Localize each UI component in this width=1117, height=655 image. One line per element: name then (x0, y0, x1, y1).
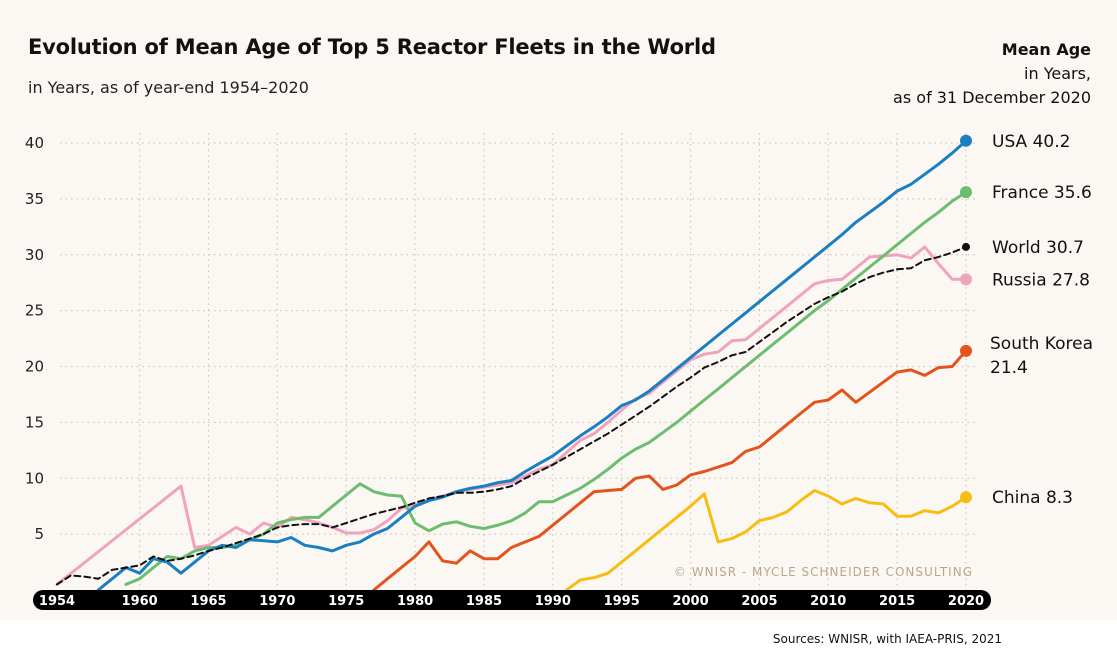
x-tick-2005: 2005 (741, 594, 777, 609)
x-axis-band (33, 590, 991, 610)
x-tick-1970: 1970 (259, 594, 295, 609)
series-line-usa (96, 139, 968, 592)
footer-band (0, 620, 1117, 655)
series-line-world (56, 245, 967, 586)
y-tick-15: 15 (25, 413, 44, 431)
y-tick-5: 5 (34, 525, 44, 543)
mean-age-title: Mean Age (1001, 40, 1091, 59)
y-tick-10: 10 (25, 469, 44, 487)
x-tick-2015: 2015 (879, 594, 915, 609)
x-tick-2020: 2020 (948, 594, 984, 609)
x-tick-1960: 1960 (122, 594, 158, 609)
series-label-france: France 35.6 (992, 183, 1092, 203)
y-tick-25: 25 (25, 302, 44, 320)
x-tick-1975: 1975 (328, 594, 364, 609)
series-line-china (565, 489, 968, 592)
series-end-labels: USA 40.2 France 35.6 World 30.7 Russia 27.8… (990, 132, 1093, 508)
mean-age-header: Mean Age in Years, as of 31 December 202… (893, 38, 1091, 110)
mean-age-date: as of 31 December 2020 (893, 88, 1091, 107)
series-line-south-korea (372, 349, 968, 592)
x-tick-1990: 1990 (535, 594, 571, 609)
series-line-france (124, 190, 968, 586)
series-end-point-russia (960, 273, 972, 286)
series-end-point-china (960, 491, 972, 504)
x-tick-1995: 1995 (604, 594, 640, 609)
x-tick-2000: 2000 (672, 594, 708, 609)
series-label-value-south-korea: 21.4 (990, 358, 1028, 378)
y-tick-35: 35 (25, 190, 44, 208)
x-axis-ticks: 1954 1960 1965 1970 1975 1980 1985 1990 1995 2000… (39, 594, 984, 609)
y-axis-ticks: 5 10 15 20 25 30 35 40 (25, 134, 44, 543)
x-tick-2010: 2010 (810, 594, 846, 609)
watermark: © WNISR - MYCLE SCHNEIDER CONSULTING (674, 565, 973, 579)
x-tick-1980: 1980 (397, 594, 433, 609)
chart-title: Evolution of Mean Age of Top 5 Reactor F… (28, 35, 716, 59)
series-end-point-world (962, 242, 970, 251)
chart-grid (60, 133, 975, 590)
series-label-usa: USA 40.2 (992, 132, 1070, 152)
series-label-south-korea: South Korea (990, 334, 1093, 354)
y-tick-30: 30 (25, 246, 44, 264)
series-label-russia: Russia 27.8 (992, 270, 1090, 290)
series-end-point-france (960, 186, 972, 199)
y-tick-20: 20 (25, 358, 44, 376)
x-tick-1954: 1954 (39, 594, 75, 609)
series-end-point-south-korea (960, 344, 972, 357)
series-end-point-usa (960, 134, 972, 147)
mean-age-unit: in Years, (1024, 64, 1091, 83)
y-tick-40: 40 (25, 134, 44, 152)
series-label-world: World 30.7 (992, 238, 1084, 258)
x-tick-1985: 1985 (466, 594, 502, 609)
source-note: Sources: WNISR, with IAEA-PRIS, 2021 (772, 632, 1002, 646)
x-tick-1965: 1965 (190, 594, 226, 609)
chart-series (55, 134, 972, 592)
chart-subtitle: in Years, as of year-end 1954–2020 (28, 78, 309, 97)
series-label-china: China 8.3 (992, 488, 1073, 508)
